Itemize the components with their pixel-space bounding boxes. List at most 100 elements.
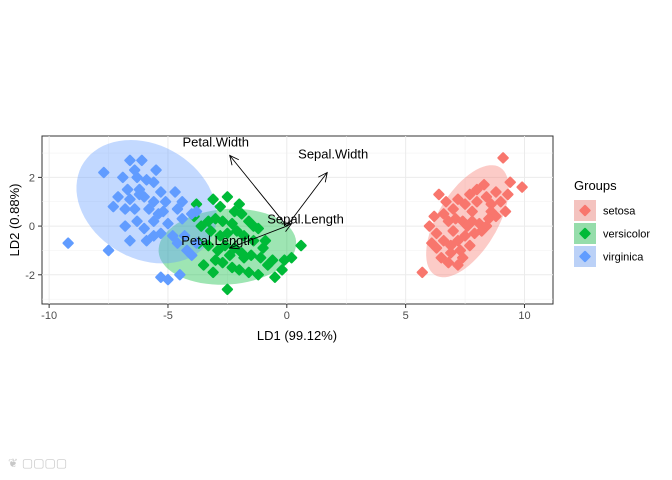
point-versicolor xyxy=(243,266,255,279)
point-versicolor xyxy=(209,213,222,225)
legend: Groups setosa versicolor virginica xyxy=(574,178,650,267)
point-virginica xyxy=(140,174,153,186)
point-virginica xyxy=(148,230,160,242)
point-setosa xyxy=(452,193,464,206)
point-versicolor xyxy=(214,200,226,213)
point-setosa xyxy=(456,252,469,264)
point-setosa xyxy=(459,230,471,242)
y-axis-title: LD2 (0.88%) xyxy=(7,184,22,257)
y-tick-label: 0 xyxy=(29,221,35,233)
point-setosa xyxy=(447,225,459,237)
point-setosa xyxy=(447,203,459,215)
point-versicolor xyxy=(252,269,264,281)
point-virginica xyxy=(162,273,174,286)
point-versicolor xyxy=(202,239,215,252)
y-axis: -2 0 2 xyxy=(25,172,42,282)
x-tick-label: 0 xyxy=(284,310,290,322)
y-tick-label: 2 xyxy=(29,172,35,184)
point-virginica xyxy=(190,237,203,249)
point-setosa xyxy=(416,266,428,279)
point-versicolor xyxy=(231,225,243,237)
point-versicolor xyxy=(259,234,272,247)
point-versicolor xyxy=(221,227,234,240)
point-virginica xyxy=(124,193,136,206)
point-setosa xyxy=(433,188,445,201)
vector-label-Petal.Width: Petal.Width xyxy=(183,134,249,149)
point-setosa xyxy=(478,178,490,191)
point-virginica xyxy=(107,200,120,213)
arrowhead-Sepal.Length xyxy=(281,223,293,232)
vector-Petal.Length xyxy=(229,225,287,249)
x-tick-label: 5 xyxy=(403,310,409,322)
point-versicolor xyxy=(212,244,224,257)
point-versicolor xyxy=(219,239,231,252)
arrowhead-Petal.Length xyxy=(228,240,240,250)
point-versicolor xyxy=(226,261,238,274)
x-axis: -10 -5 0 5 10 xyxy=(41,304,531,322)
watermark-logo: ❦ ▢▢▢▢ xyxy=(8,456,68,470)
point-virginica xyxy=(133,188,146,201)
point-setosa xyxy=(471,196,483,208)
point-virginica xyxy=(178,230,191,242)
point-versicolor xyxy=(221,191,234,203)
point-virginica xyxy=(136,154,148,167)
legend-title: Groups xyxy=(574,178,617,193)
point-setosa xyxy=(442,256,455,269)
point-virginica xyxy=(171,203,184,215)
point-versicolor xyxy=(262,259,274,271)
point-virginica xyxy=(131,171,143,184)
point-virginica xyxy=(167,230,179,242)
arrowhead-Petal.Width xyxy=(229,154,239,166)
point-setosa xyxy=(461,220,474,232)
point-virginica xyxy=(186,208,198,220)
point-setosa xyxy=(452,234,464,247)
x-axis-title: LD1 (99.12%) xyxy=(257,328,337,343)
point-versicolor xyxy=(276,264,288,276)
point-versicolor xyxy=(254,252,267,264)
point-virginica xyxy=(131,215,143,227)
point-setosa xyxy=(464,188,476,201)
point-virginica xyxy=(150,164,162,176)
point-versicolor xyxy=(233,264,245,276)
point-setosa xyxy=(495,196,507,208)
point-virginica xyxy=(143,203,155,215)
point-setosa xyxy=(452,259,464,271)
point-virginica xyxy=(124,154,136,167)
point-setosa xyxy=(499,205,512,218)
point-versicolor xyxy=(247,220,260,232)
point-setosa xyxy=(437,234,450,247)
point-setosa xyxy=(497,152,509,164)
point-virginica xyxy=(121,183,134,196)
point-virginica xyxy=(176,213,188,225)
point-setosa xyxy=(426,237,438,249)
point-setosa xyxy=(449,213,462,225)
y-tick-label: -2 xyxy=(25,270,35,282)
point-versicolor xyxy=(216,256,229,269)
point-virginica xyxy=(119,203,131,215)
point-virginica xyxy=(128,203,141,215)
point-setosa xyxy=(428,210,440,223)
legend-marker-setosa xyxy=(579,204,591,217)
x-tick-label: -5 xyxy=(163,310,173,322)
vector-label-Petal.Length: Petal.Length xyxy=(181,233,254,248)
point-setosa xyxy=(504,176,516,188)
point-virginica xyxy=(124,234,136,247)
point-virginica xyxy=(176,196,188,208)
point-setosa xyxy=(459,198,471,210)
point-versicolor xyxy=(269,271,281,283)
point-setosa xyxy=(485,198,497,210)
point-setosa xyxy=(475,225,488,237)
point-virginica xyxy=(162,217,174,230)
point-virginica xyxy=(186,249,198,262)
legend-marker-versicolor xyxy=(579,227,591,240)
legend-label-virginica: virginica xyxy=(603,252,644,264)
point-virginica xyxy=(171,237,184,249)
point-versicolor xyxy=(221,283,234,296)
point-versicolor xyxy=(238,230,250,242)
point-virginica xyxy=(62,237,74,249)
x-tick-label: 10 xyxy=(518,310,530,322)
point-versicolor xyxy=(216,215,229,227)
vector-Petal.Width xyxy=(229,155,288,227)
point-setosa xyxy=(502,188,514,201)
point-virginica xyxy=(148,215,160,227)
